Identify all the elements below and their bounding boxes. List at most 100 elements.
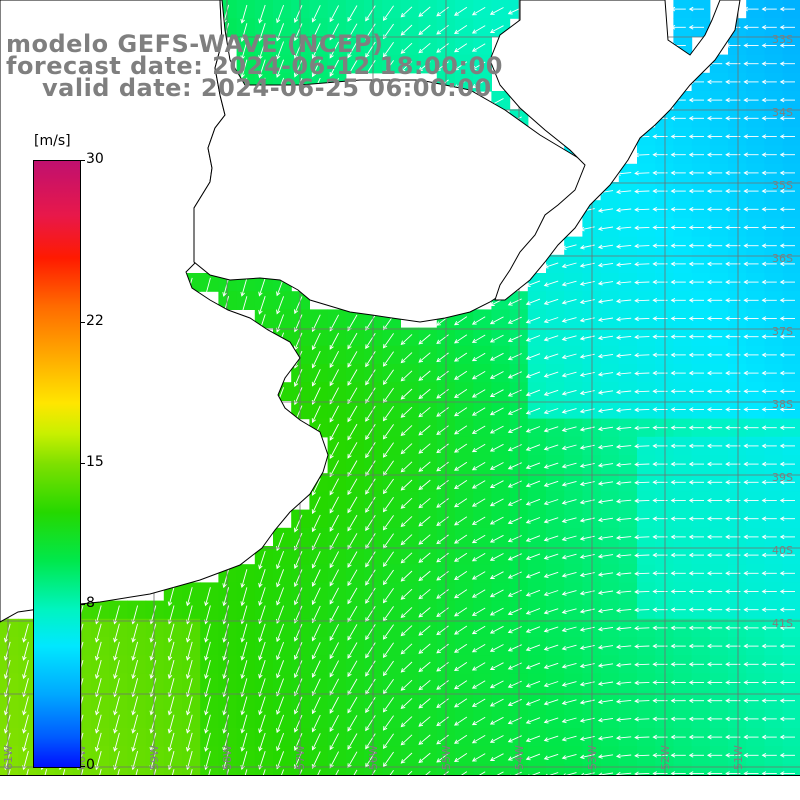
wind-arrow-head <box>761 662 767 667</box>
wind-arrow <box>526 371 541 378</box>
wind-arrow <box>383 569 394 585</box>
wind-arrow <box>294 733 303 751</box>
lon-label: 55W <box>440 745 453 770</box>
wind-arrow-head <box>706 734 712 740</box>
wind-arrow <box>383 460 394 476</box>
wind-arrow-head <box>779 534 785 540</box>
wind-arrow-head <box>688 25 694 30</box>
wind-arrow-head <box>615 699 621 704</box>
wind-arrow-head <box>779 771 785 775</box>
wind-arrow <box>598 372 614 376</box>
wind-arrow-head <box>706 680 712 685</box>
wind-arrow-head <box>670 443 676 449</box>
wind-arrow-head <box>471 356 477 362</box>
wind-arrow-head <box>258 18 263 24</box>
wind-arrow-head <box>489 629 495 634</box>
wind-arrow-head <box>471 47 477 52</box>
wind-arrow-head <box>615 480 621 486</box>
wind-arrow <box>389 769 394 775</box>
wind-arrow <box>171 769 175 775</box>
wind-arrow-head <box>543 609 549 615</box>
wind-arrow <box>472 425 486 434</box>
wind-arrow-head <box>222 728 227 734</box>
wind-arrow <box>562 280 577 286</box>
wind-arrow <box>312 605 321 623</box>
wind-arrow <box>329 41 339 59</box>
wind-arrow <box>383 478 394 494</box>
wind-arrow <box>616 354 632 357</box>
wind-arrow-head <box>743 370 749 376</box>
wind-arrow-head <box>670 534 676 540</box>
wind-arrow <box>526 553 541 560</box>
wind-arrow <box>508 589 522 597</box>
wind-arrow-head <box>579 663 585 669</box>
wind-arrow-head <box>418 12 424 17</box>
wind-arrow <box>400 497 413 509</box>
wind-arrow-head <box>365 453 370 459</box>
wind-arrow-head <box>365 471 370 477</box>
wind-arrow-head <box>525 337 531 342</box>
wind-arrow-head <box>615 644 621 650</box>
wind-arrow <box>635 754 650 757</box>
wind-arrow-head <box>311 363 316 369</box>
wind-arrow <box>635 226 650 229</box>
wind-arrow <box>114 641 120 661</box>
wind-arrow <box>418 661 431 672</box>
wind-arrow-head <box>725 188 730 194</box>
wind-arrow <box>526 353 541 360</box>
wind-arrow-head <box>185 655 191 661</box>
wind-arrow <box>562 389 577 395</box>
wind-arrow <box>418 679 431 691</box>
wind-arrow-head <box>615 535 621 540</box>
wind-arrow-head <box>454 721 459 726</box>
wind-arrow-head <box>725 589 730 594</box>
wind-arrow <box>436 534 449 544</box>
wind-arrow <box>598 408 614 412</box>
wind-arrow-head <box>688 134 694 139</box>
wind-arrow-head <box>761 753 767 758</box>
wind-arrow <box>490 334 504 343</box>
wind-arrow-head <box>779 152 785 157</box>
wind-arrow <box>635 736 650 739</box>
wind-arrow <box>365 387 376 404</box>
wind-arrow <box>544 753 559 760</box>
wind-arrow-head <box>543 336 549 342</box>
wind-arrow-head <box>418 722 424 727</box>
wind-arrow-head <box>436 558 441 563</box>
wind-arrow-head <box>670 152 676 157</box>
wind-arrow <box>562 244 577 250</box>
wind-arrow-head <box>634 571 639 576</box>
wind-arrow-head <box>743 552 749 558</box>
wind-arrow-head <box>329 508 334 514</box>
wind-arrow-head <box>597 481 603 486</box>
wind-arrow-head <box>3 655 9 661</box>
wind-arrow-head <box>240 601 245 607</box>
wind-arrow <box>436 589 449 599</box>
wind-arrow <box>562 662 577 668</box>
wind-arrow-head <box>743 425 749 430</box>
wind-arrow <box>276 714 285 733</box>
wind-arrow-head <box>670 389 676 394</box>
wind-arrow-head <box>779 25 785 30</box>
wind-arrow <box>312 332 321 350</box>
wind-arrow <box>329 569 339 586</box>
wind-arrow <box>598 208 614 212</box>
wind-arrow-head <box>706 516 712 521</box>
wind-arrow <box>616 172 632 175</box>
wind-arrow-head <box>507 592 513 597</box>
wind-arrow-head <box>725 261 730 267</box>
wind-arrow-head <box>3 674 9 680</box>
wind-arrow-head <box>454 393 459 399</box>
wind-arrow-head <box>579 390 585 396</box>
wind-arrow <box>544 735 559 742</box>
wind-arrow-head <box>400 595 406 600</box>
wind-arrow-head <box>561 755 567 760</box>
wind-arrow-head <box>525 592 531 597</box>
wind-arrow-head <box>525 483 531 488</box>
wind-arrow <box>616 754 632 757</box>
wind-arrow <box>418 588 431 600</box>
wind-arrow <box>114 696 120 715</box>
wind-arrow-head <box>688 771 694 775</box>
wind-arrow-head <box>779 334 785 339</box>
